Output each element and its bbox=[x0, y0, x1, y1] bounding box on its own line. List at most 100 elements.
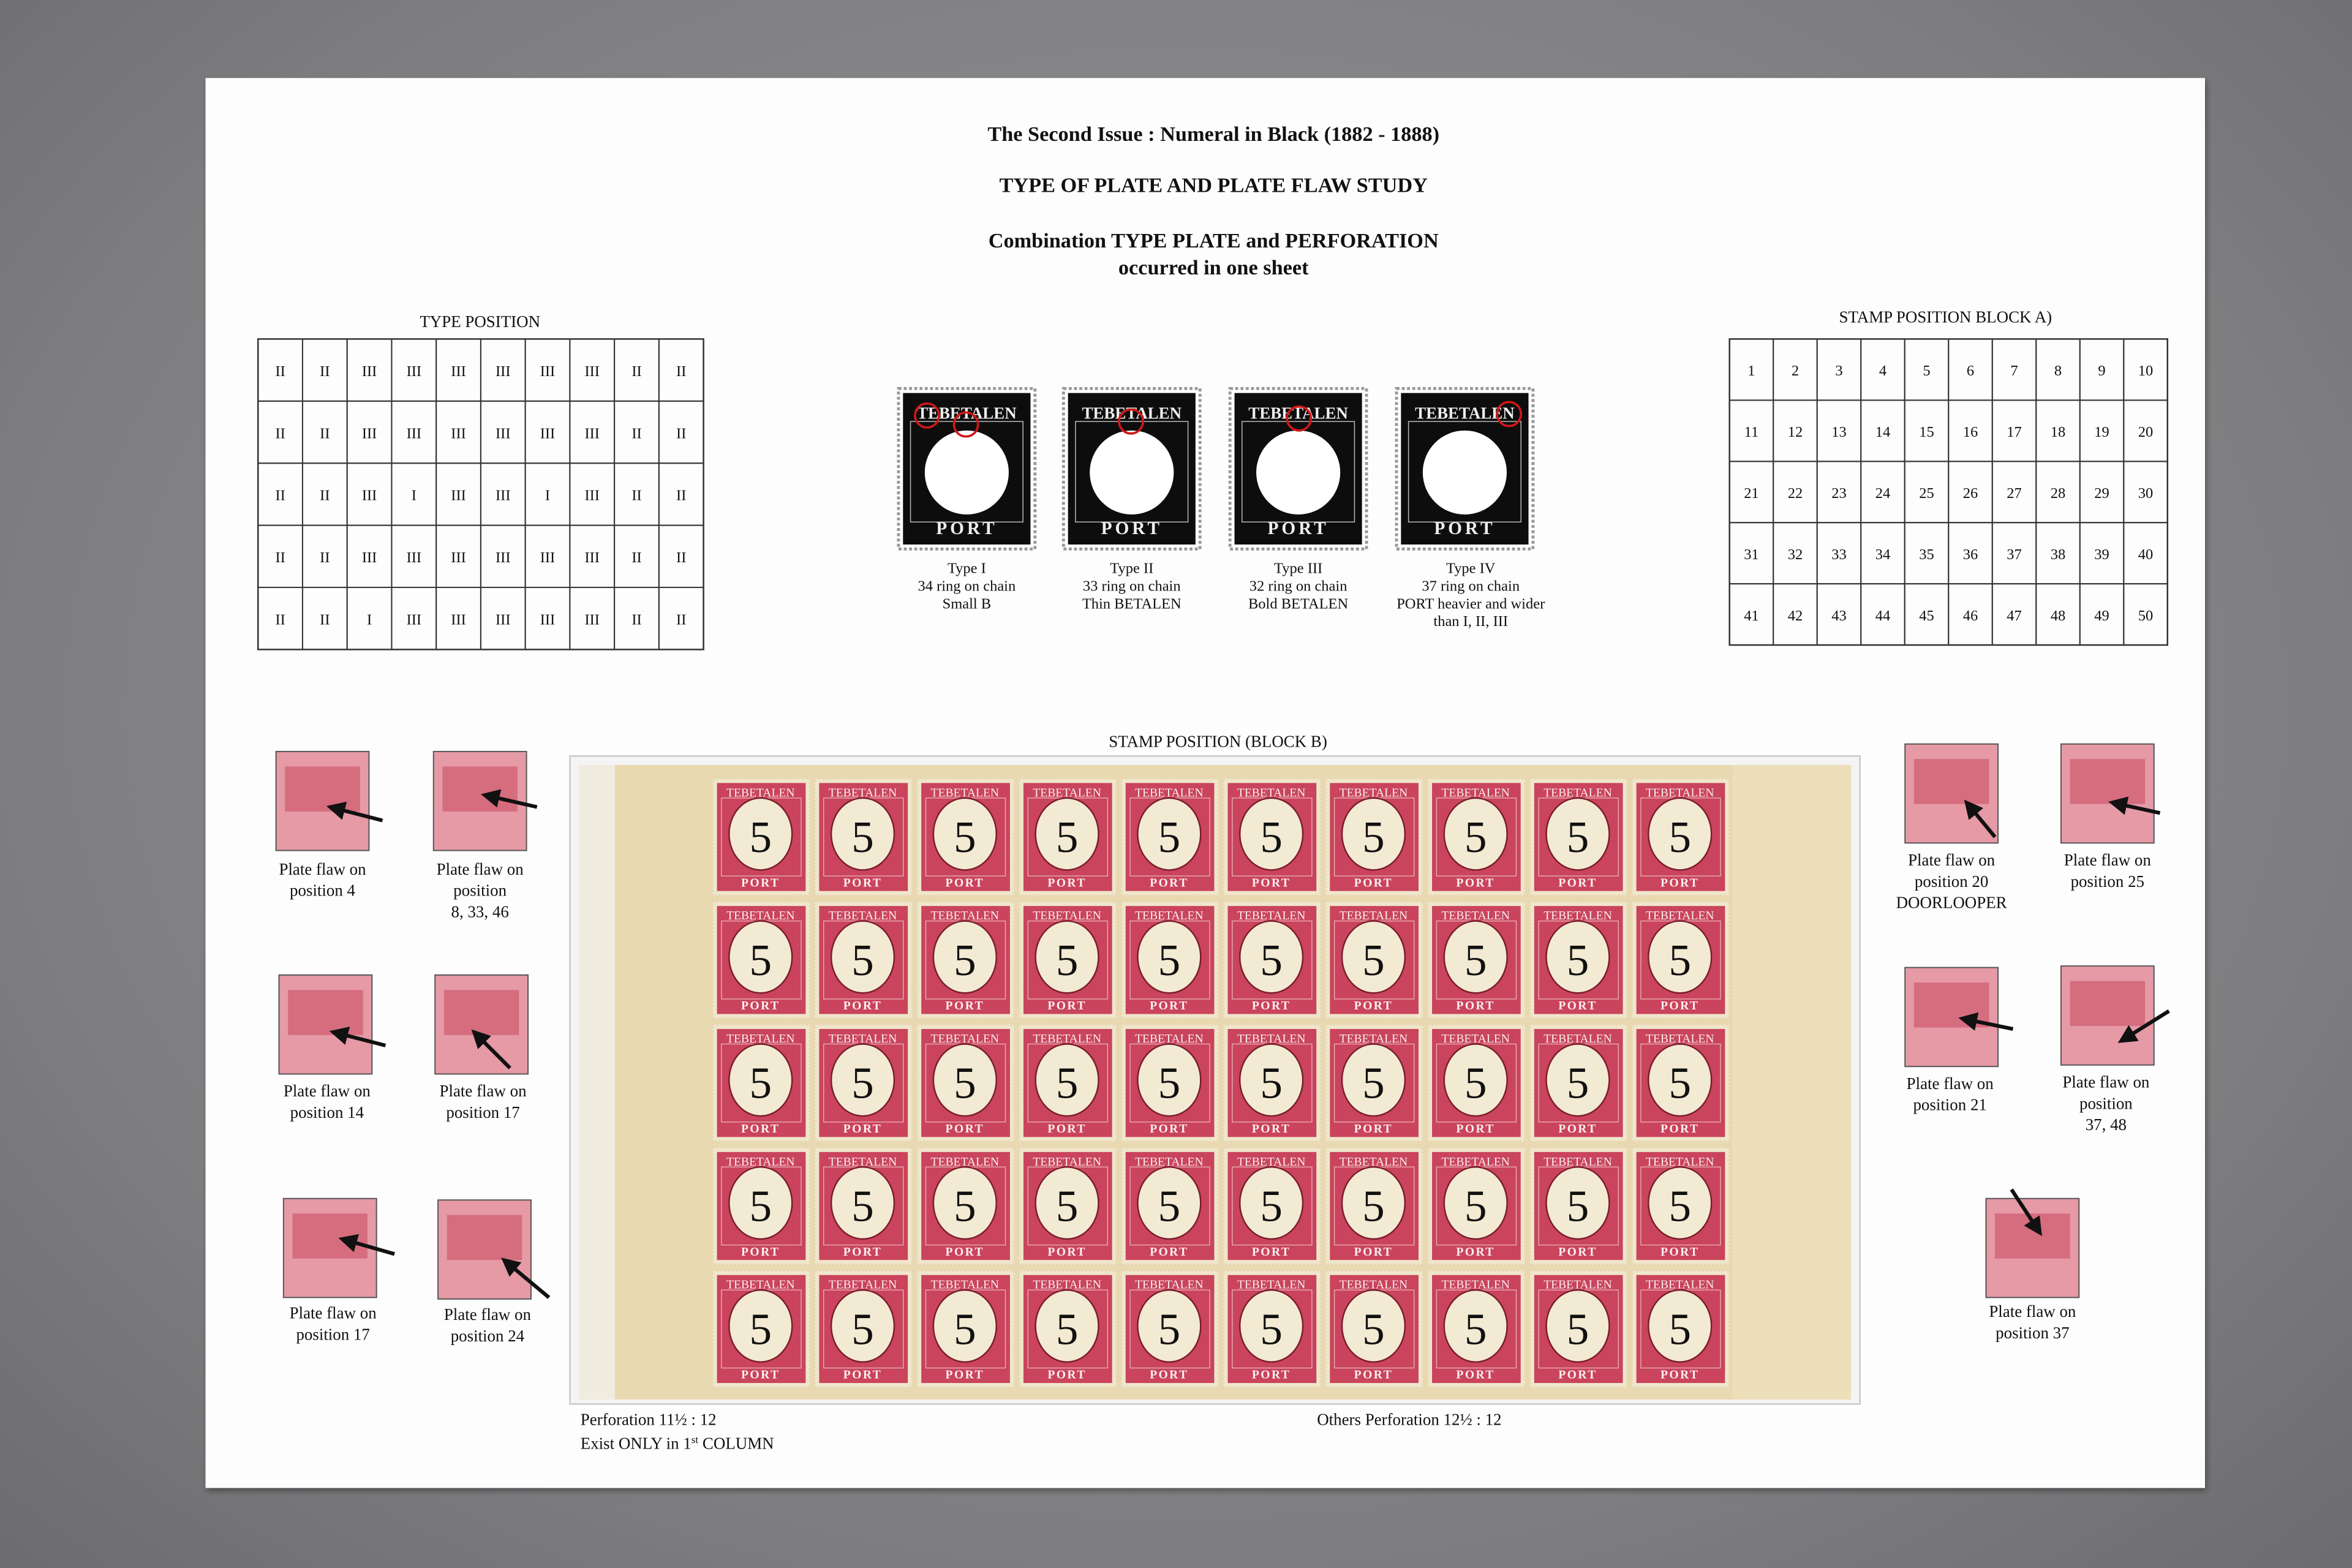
stamp-value: 5 bbox=[1056, 1304, 1079, 1354]
stamp-value: 5 bbox=[1260, 1181, 1283, 1231]
flaw-caption: Plate flaw on bbox=[284, 1082, 371, 1100]
stamp-bottom: PORT bbox=[946, 1123, 985, 1136]
flaw-arrow bbox=[501, 1257, 551, 1299]
position-table-cell-text: 42 bbox=[1788, 608, 1803, 624]
stamp-value: 5 bbox=[954, 1304, 976, 1354]
position-table-cell-text: 8 bbox=[2054, 363, 2062, 379]
position-table-cell bbox=[2123, 583, 2168, 646]
flaw-caption: 8, 33, 46 bbox=[451, 902, 509, 921]
stamp-oval bbox=[830, 920, 895, 994]
page-heading: Combination TYPE PLATE and PERFORATION bbox=[989, 229, 1439, 252]
type-table-cell-text: II bbox=[320, 549, 330, 566]
position-table-cell-text: 33 bbox=[1831, 546, 1846, 563]
stamp-value: 5 bbox=[954, 1058, 976, 1108]
type-stamp-centre bbox=[924, 430, 1009, 515]
type-table-cell-text: II bbox=[320, 612, 330, 628]
position-table-cell-text: 22 bbox=[1788, 485, 1803, 502]
stamp-bottom: PORT bbox=[1456, 1000, 1495, 1012]
flaw-ring bbox=[952, 411, 979, 438]
stamp-top: TEBETALEN bbox=[1441, 1033, 1510, 1046]
flaw-caption: Plate flaw on bbox=[1989, 1302, 2076, 1321]
type-table-cell-text: II bbox=[320, 363, 330, 380]
stamp-value: 5 bbox=[1668, 935, 1691, 985]
flaw-thumbnail-detail bbox=[285, 766, 360, 812]
flaw-caption: position bbox=[2079, 1094, 2133, 1112]
stamp-top: TEBETALEN bbox=[1033, 910, 1101, 922]
position-table-cell-text: 10 bbox=[2138, 363, 2153, 379]
block-stamp: TEBETALEN 5 PORT bbox=[1120, 1269, 1220, 1389]
block-stamp: TEBETALEN 5 PORT bbox=[813, 777, 914, 897]
stamp-value: 5 bbox=[1567, 1304, 1589, 1354]
stamp-top: TEBETALEN bbox=[1237, 786, 1306, 799]
flaw-thumbnail-detail bbox=[288, 990, 363, 1035]
flaw-arrow bbox=[2108, 796, 2161, 815]
flaw-arrow bbox=[2010, 1188, 2042, 1237]
stamp-bottom: PORT bbox=[1252, 1246, 1291, 1259]
stamp-bottom: PORT bbox=[1660, 1123, 1700, 1136]
stamp-value: 5 bbox=[1362, 1304, 1385, 1354]
flaw-caption: position 17 bbox=[296, 1325, 369, 1343]
position-table-cell-text: 1 bbox=[1747, 363, 1755, 379]
stamp-top: TEBETALEN bbox=[931, 1156, 1000, 1169]
block-stamp: TEBETALEN 5 PORT bbox=[1017, 1269, 1118, 1389]
stamp-top: TEBETALEN bbox=[931, 910, 1000, 922]
flaw-caption: Plate flaw on bbox=[437, 860, 524, 878]
stamp-bottom: PORT bbox=[1558, 1123, 1597, 1136]
flaw-thumbnail-detail bbox=[443, 990, 519, 1035]
type-table-cell-text: III bbox=[585, 549, 600, 566]
stamp-top: TEBETALEN bbox=[1340, 1033, 1408, 1046]
stamp-bottom: PORT bbox=[1252, 1369, 1291, 1382]
type-caption: Small B bbox=[943, 595, 992, 612]
type-table-cell-text: III bbox=[451, 612, 466, 628]
stamp-top: TEBETALEN bbox=[829, 1279, 897, 1292]
stamp-oval bbox=[932, 797, 997, 871]
stamp-bottom: PORT bbox=[1047, 1369, 1086, 1382]
stamp-oval bbox=[1648, 1043, 1713, 1117]
stamp-bottom: PORT bbox=[1660, 1246, 1700, 1259]
type-stamp-frame bbox=[1408, 421, 1521, 522]
stamp-top: TEBETALEN bbox=[931, 1279, 1000, 1292]
type-table-cell-text: II bbox=[676, 612, 686, 628]
stamp-bottom: PORT bbox=[741, 876, 780, 889]
type-table-cell-text: III bbox=[585, 425, 600, 442]
position-table-cell-text: 30 bbox=[2138, 485, 2153, 502]
stamp-oval bbox=[1443, 1043, 1508, 1117]
type-table-cell-text: II bbox=[631, 363, 641, 380]
type-stamp-frame bbox=[1242, 421, 1355, 522]
type-caption: 32 ring on chain bbox=[1250, 578, 1348, 594]
sheet-selvage bbox=[1732, 764, 1852, 1400]
block-stamp: TEBETALEN 5 PORT bbox=[1528, 777, 1629, 897]
stamp-value: 5 bbox=[1567, 935, 1589, 985]
stamp-oval bbox=[728, 1166, 793, 1240]
stamp-top: TEBETALEN bbox=[829, 786, 897, 799]
block-stamp: TEBETALEN 5 PORT bbox=[1017, 900, 1118, 1020]
stamp-bottom: PORT bbox=[1252, 876, 1291, 889]
position-table-cell-text: 9 bbox=[2098, 363, 2105, 379]
position-table-cell-text: 39 bbox=[2094, 546, 2109, 563]
stamp-oval bbox=[1035, 1043, 1099, 1117]
stamp-value: 5 bbox=[749, 935, 772, 985]
stamp-bottom: PORT bbox=[1456, 1369, 1495, 1382]
stamp-value: 5 bbox=[1056, 1058, 1079, 1108]
stamp-top: TEBETALEN bbox=[726, 1156, 795, 1169]
position-table-cell-text: 34 bbox=[1875, 546, 1890, 563]
stamp-oval bbox=[1035, 920, 1099, 994]
flaw-arrow bbox=[1964, 799, 1997, 839]
stamp-oval bbox=[1238, 1166, 1304, 1240]
stamp-value: 5 bbox=[1464, 1181, 1487, 1231]
block-stamp: TEBETALEN 5 PORT bbox=[1324, 1146, 1425, 1266]
position-table-cell-text: 5 bbox=[1923, 363, 1930, 379]
type-stamp-centre bbox=[1422, 430, 1507, 515]
type-caption: PORT heavier and wider bbox=[1396, 595, 1545, 612]
stamp-oval bbox=[728, 920, 793, 994]
block-stamp: TEBETALEN 5 PORT bbox=[1528, 1269, 1629, 1389]
type-table-cell-text: III bbox=[496, 612, 510, 628]
stamp-value: 5 bbox=[1464, 1058, 1487, 1108]
block-stamp: TEBETALEN 5 PORT bbox=[1426, 1023, 1526, 1143]
position-table-cell-text: 3 bbox=[1835, 363, 1842, 379]
type-caption: Type II bbox=[1110, 560, 1153, 577]
stamp-bottom: PORT bbox=[1558, 1000, 1597, 1012]
block-stamp: TEBETALEN 5 PORT bbox=[1222, 777, 1322, 897]
block-stamp: TEBETALEN 5 PORT bbox=[711, 1023, 812, 1143]
